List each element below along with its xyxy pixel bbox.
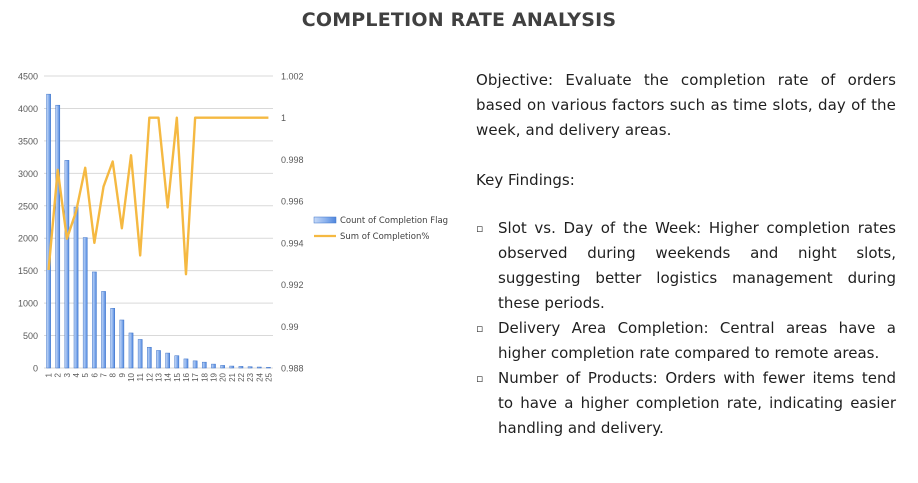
left-tick-label: 3000 <box>18 169 38 179</box>
finding-text: Slot vs. Day of the Week: Higher complet… <box>498 219 896 312</box>
bar <box>46 93 51 369</box>
bar <box>165 352 170 369</box>
x-tick-label: 14 <box>164 372 173 381</box>
page-title: COMPLETION RATE ANALYSIS <box>301 9 617 31</box>
right-tick-label: 0.988 <box>281 364 304 374</box>
x-tick-label: 6 <box>90 372 99 377</box>
gridlines <box>44 75 273 369</box>
x-tick-label: 1 <box>45 372 54 377</box>
x-axis-ticks: 1 2 3 4 5 6 7 8 9 10 11 12 13 14 15 16 17 18 19 20 21 22 23 24 2… <box>45 372 274 381</box>
bar <box>183 358 189 369</box>
bullet-icon: ▫ <box>476 322 484 335</box>
bar <box>119 319 125 369</box>
bar <box>137 339 143 369</box>
finding-item: ▫ Number of Products: Orders with fewer … <box>476 366 896 441</box>
legend: Count of Completion Flag Sum of Completio… <box>313 216 448 242</box>
bullet-icon: ▫ <box>476 372 484 385</box>
left-tick-label: 4000 <box>18 104 38 114</box>
left-tick-label: 4500 <box>18 72 38 82</box>
completion-line <box>47 116 269 276</box>
x-tick-label: 10 <box>127 372 136 381</box>
left-tick-label: 2500 <box>18 201 38 211</box>
left-tick-label: 1500 <box>18 266 38 276</box>
bar <box>266 367 271 369</box>
bar <box>247 366 253 369</box>
bar <box>64 160 70 369</box>
legend-label: Sum of Completion% <box>340 232 429 242</box>
bar <box>82 237 88 369</box>
right-tick-label: 0.99 <box>281 322 299 332</box>
bar <box>201 361 207 369</box>
findings-list: ▫ Slot vs. Day of the Week: Higher compl… <box>476 216 896 441</box>
x-tick-label: 3 <box>63 372 72 377</box>
x-tick-label: 16 <box>182 372 191 381</box>
x-tick-label: 19 <box>209 372 218 381</box>
right-tick-label: 1.002 <box>281 72 304 82</box>
bar <box>73 206 79 369</box>
x-tick-label: 12 <box>145 372 154 381</box>
legend-swatch-bar <box>313 216 337 224</box>
bar <box>147 346 152 369</box>
bar <box>156 350 161 369</box>
finding-item: ▫ Slot vs. Day of the Week: Higher compl… <box>476 216 896 316</box>
x-tick-label: 15 <box>173 372 182 381</box>
key-findings-title: Key Findings: <box>476 171 575 189</box>
left-tick-label: 0 <box>33 364 38 374</box>
x-tick-label: 22 <box>237 372 246 381</box>
right-tick-label: 0.992 <box>281 280 304 290</box>
bar <box>128 332 134 369</box>
bar <box>256 366 262 369</box>
x-tick-label: 9 <box>118 372 127 377</box>
finding-text: Delivery Area Completion: Central areas … <box>498 319 896 362</box>
right-tick-label: 1 <box>281 113 286 123</box>
combo-chart: 0 500 1000 1500 2000 2500 3000 3500 4000 4500 0.9… <box>18 72 448 382</box>
x-tick-label: 24 <box>255 372 264 381</box>
legend-label: Count of Completion Flag <box>340 216 448 226</box>
bar <box>55 104 61 369</box>
x-tick-label: 4 <box>72 372 81 377</box>
x-tick-label: 2 <box>54 372 63 377</box>
finding-item: ▫ Delivery Area Completion: Central area… <box>476 316 896 366</box>
x-tick-label: 7 <box>100 372 109 377</box>
x-tick-label: 13 <box>155 372 164 381</box>
x-tick-label: 17 <box>191 372 200 381</box>
bar <box>101 291 106 369</box>
left-tick-label: 2000 <box>18 234 38 244</box>
bar <box>229 365 235 369</box>
left-tick-label: 3500 <box>18 136 38 146</box>
bar <box>220 365 225 369</box>
x-tick-label: 11 <box>136 372 145 381</box>
bar <box>211 363 216 369</box>
bar <box>174 355 180 369</box>
left-tick-label: 500 <box>23 331 38 341</box>
finding-text: Number of Products: Orders with fewer it… <box>498 369 896 437</box>
x-tick-label: 18 <box>200 372 209 381</box>
text-panel: Objective: Evaluate the completion rate … <box>476 68 896 441</box>
right-tick-label: 0.998 <box>281 155 304 165</box>
objective-text: Objective: Evaluate the completion rate … <box>476 71 896 139</box>
right-axis-ticks: 0.988 0.99 0.992 0.994 0.996 0.998 1 1.002 <box>281 72 304 374</box>
x-tick-label: 8 <box>109 372 118 377</box>
x-tick-label: 23 <box>246 372 255 381</box>
right-tick-label: 0.994 <box>281 238 304 248</box>
x-tick-label: 21 <box>228 372 237 381</box>
x-tick-label: 25 <box>264 372 273 381</box>
bullet-icon: ▫ <box>476 222 484 235</box>
bar <box>238 366 244 369</box>
bar <box>92 271 97 369</box>
x-tick-label: 20 <box>219 372 228 381</box>
left-tick-label: 1000 <box>18 299 38 309</box>
bar <box>110 308 116 369</box>
bar <box>192 360 198 369</box>
right-tick-label: 0.996 <box>281 197 304 207</box>
left-axis-ticks: 0 500 1000 1500 2000 2500 3000 3500 4000 4500 <box>18 72 38 374</box>
x-tick-label: 5 <box>81 372 90 377</box>
line-series <box>47 116 269 276</box>
bar-series <box>46 93 271 369</box>
